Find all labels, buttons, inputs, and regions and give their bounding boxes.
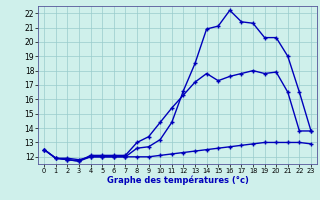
X-axis label: Graphe des températures (°c): Graphe des températures (°c) <box>107 176 249 185</box>
